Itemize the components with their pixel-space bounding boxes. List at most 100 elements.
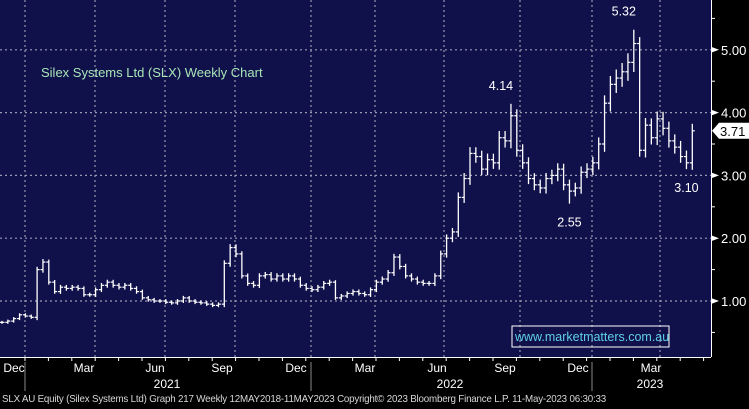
ohlc-bar: [58, 284, 63, 294]
ohlc-bar: [227, 244, 233, 267]
ohlc-bar: [5, 319, 11, 324]
ohlc-bar: [648, 118, 654, 145]
ohlc-bar: [490, 153, 496, 169]
ohlc-bar: [169, 300, 175, 305]
ohlc-bar: [414, 276, 420, 285]
ohlc-bar: [134, 286, 140, 294]
ohlc-bar: [104, 279, 110, 288]
ohlc-bar: [175, 299, 180, 305]
ohlc-bar: [110, 279, 116, 288]
ohlc-bar: [204, 301, 210, 306]
ohlc-bar: [81, 286, 87, 297]
y-tick-label: 5.00: [721, 43, 746, 58]
ohlc-bar: [239, 251, 245, 279]
ohlc-bar: [116, 283, 122, 290]
ohlc-bar: [467, 147, 473, 185]
ohlc-bar: [192, 299, 198, 305]
ohlc-bar: [420, 279, 426, 286]
x-month-label: Sep: [211, 361, 233, 375]
ohlc-bar: [280, 273, 286, 282]
ohlc-bar: [362, 291, 368, 297]
x-year-label: 2023: [637, 377, 664, 391]
ohlc-bar: [543, 172, 549, 194]
price-annotation: 2.55: [557, 216, 581, 230]
ohlc-bar: [508, 103, 514, 149]
ohlc-bar: [274, 273, 280, 282]
ohlc-bar: [426, 281, 432, 286]
ohlc-bar: [496, 130, 502, 170]
gridlines: [0, 0, 711, 357]
ohlc-bar: [28, 314, 34, 319]
ohlc-bar: [631, 29, 637, 72]
annotations: 5.32 4.14 2.55 3.10: [489, 5, 699, 230]
ohlc-bar: [432, 273, 438, 287]
ohlc-bar: [0, 320, 5, 324]
plot-area: [0, 0, 711, 357]
ohlc-bar: [63, 284, 69, 291]
y-tick-marker: [711, 235, 719, 242]
ohlc-bar: [215, 302, 221, 308]
last-price-label: 3.71: [720, 124, 745, 139]
x-month-label: Mar: [641, 361, 662, 375]
price-bars: [0, 29, 695, 324]
ohlc-bar: [596, 137, 602, 170]
ohlc-bar: [455, 192, 461, 237]
ohlc-bar: [163, 299, 169, 305]
ohlc-bar: [256, 273, 262, 288]
ohlc-bar: [654, 111, 660, 146]
footer-info: SLX AU Equity (Silex Systems Ltd) Graph …: [2, 393, 606, 405]
ohlc-bar: [643, 118, 648, 158]
ohlc-bar: [292, 273, 297, 282]
x-year-label: 2021: [154, 377, 181, 391]
chart-title: Silex Systems Ltd (SLX) Weekly Chart: [41, 65, 263, 80]
ohlc-bar: [46, 259, 52, 285]
ohlc-bar: [561, 163, 567, 191]
ohlc-bar: [619, 63, 625, 87]
ohlc-bar: [379, 276, 385, 285]
ohlc-bar: [590, 156, 596, 176]
ohlc-bar: [11, 317, 17, 323]
ohlc-bar: [602, 95, 608, 152]
ohlc-bar: [198, 300, 204, 305]
x-month-label: Jun: [427, 361, 446, 375]
ohlc-bar: [485, 153, 491, 176]
ohlc-bar: [438, 250, 444, 280]
ohlc-bar: [327, 279, 333, 286]
ohlc-bar: [683, 150, 689, 170]
ohlc-bar: [479, 150, 485, 175]
ohlc-bar: [555, 163, 561, 182]
ohlc-bar: [338, 293, 344, 300]
ohlc-bar: [151, 297, 157, 303]
ohlc-bar: [22, 313, 28, 318]
ohlc-bar: [678, 140, 684, 163]
ohlc-bar: [128, 283, 134, 291]
ohlc-bar: [660, 111, 666, 136]
y-tick-marker: [711, 172, 719, 179]
y-tick-label: 4.00: [721, 106, 746, 121]
ohlc-bar: [332, 280, 338, 300]
ohlc-bar: [368, 287, 374, 297]
ohlc-bar: [286, 273, 292, 282]
ohlc-bar: [578, 166, 584, 194]
ohlc-bar: [514, 109, 520, 157]
ohlc-bar: [461, 172, 467, 203]
ohlc-bar: [444, 234, 450, 258]
ohlc-bar: [584, 163, 590, 179]
ohlc-bar: [303, 283, 309, 291]
ohlc-bar: [373, 279, 379, 293]
ohlc-bar: [98, 282, 104, 293]
ohlc-bar: [666, 121, 672, 148]
x-month-label: Mar: [74, 361, 95, 375]
ohlc-bar: [502, 131, 508, 148]
y-tick-label: 1.00: [721, 294, 746, 309]
ohlc-bar: [210, 302, 216, 308]
y-tick-marker: [711, 109, 719, 116]
price-annotation: 3.10: [674, 181, 698, 195]
y-tick-marker: [711, 298, 719, 304]
ohlc-bar: [637, 37, 643, 157]
price-annotation: 4.14: [489, 79, 513, 93]
ohlc-bar: [403, 263, 409, 279]
price-annotation: 5.32: [612, 5, 636, 19]
ohlc-bar: [34, 266, 40, 321]
ohlc-bar: [689, 123, 695, 170]
